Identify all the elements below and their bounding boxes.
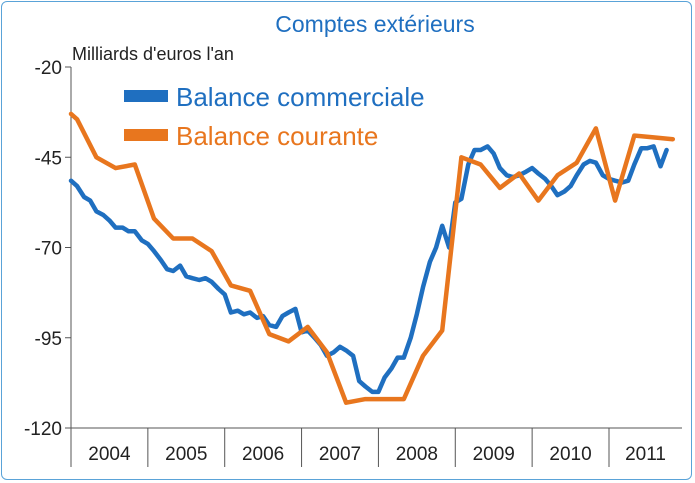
y-tick-label: -70 (35, 239, 62, 260)
series-line-balance-courante (68, 111, 676, 405)
y-tick-label: -20 (35, 58, 62, 79)
y-tick-labels: -20 -45 -70 -95 -120 (24, 58, 71, 440)
series-layer (68, 111, 676, 405)
x-tick-label: 2008 (396, 444, 438, 465)
x-tick-label: 2004 (88, 444, 131, 465)
y-tick-label: -120 (24, 419, 62, 440)
y-tick-label: -95 (35, 329, 62, 350)
series-line-balance-commerciale (68, 144, 669, 395)
y-tick-label: -45 (35, 148, 62, 169)
x-tick-labels: 2004 2005 2006 2007 2008 2009 2010 2011 (70, 428, 666, 467)
legend-swatch-balance-commerciale (124, 90, 168, 102)
legend-label-balance-courante: Balance courante (176, 121, 378, 151)
legend: Balance commerciale Balance courante (124, 82, 425, 151)
x-tick-label: 2005 (165, 444, 207, 465)
x-tick-label: 2006 (242, 444, 284, 465)
legend-swatch-balance-courante (124, 129, 168, 141)
legend-label-balance-commerciale: Balance commerciale (176, 82, 425, 112)
x-tick-label: 2009 (473, 444, 515, 465)
y-axis-label: Milliards d'euros l'an (72, 44, 234, 64)
chart-title: Comptes extérieurs (275, 11, 474, 37)
x-tick-label: 2010 (549, 444, 591, 465)
axes (70, 67, 682, 467)
x-tick-label: 2007 (319, 444, 361, 465)
x-tick-label: 2011 (625, 444, 666, 465)
